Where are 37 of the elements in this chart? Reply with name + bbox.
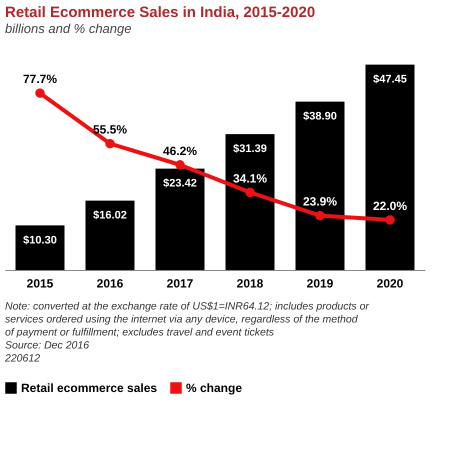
x-tick-label: 2020: [376, 276, 404, 290]
point: [35, 88, 45, 98]
data-label: $16.02: [93, 210, 127, 222]
bar: [86, 200, 134, 270]
legend-label: Retail ecommerce sales: [21, 381, 158, 395]
bar: [16, 225, 64, 270]
data-label: $10.30: [23, 234, 57, 246]
x-tick-label: 2017: [166, 276, 194, 290]
point: [315, 210, 325, 220]
text: Note: converted at the exchange rate of US$1=INR64.12; includes products or services ordered using the internet via any device, regardless of the method of payment or fulfillment; excludes travel and event tickets: [5, 300, 370, 338]
data-label: 55.5%: [92, 122, 128, 137]
data-label: $47.45: [373, 74, 407, 86]
x-tick-label: 2016: [96, 276, 124, 290]
point: [175, 160, 185, 170]
x-tick-label: 2018: [236, 276, 264, 290]
data-label: $31.39: [233, 143, 267, 156]
point: [105, 138, 115, 148]
bar: [226, 134, 274, 270]
data-label: $23.42: [163, 178, 197, 190]
x-tick-label: 2015: [26, 276, 54, 290]
point: [385, 215, 395, 225]
bar: [296, 102, 344, 270]
x-tick-label: 2019: [306, 276, 334, 290]
chart-subtitle: billions and % change: [5, 21, 132, 36]
bar: [366, 64, 414, 270]
data-label: 22.0%: [372, 198, 408, 213]
data-label: 46.2%: [162, 144, 198, 158]
data-label: $38.90: [303, 110, 337, 123]
legend-label: % change: [186, 381, 242, 395]
source-note: Source: Dec 2016: [5, 340, 90, 352]
chart-title: Retail Ecommerce Sales in India, 2015-2020: [5, 4, 316, 21]
data-label: 23.9%: [302, 194, 338, 209]
data-label: 34.1%: [232, 171, 268, 186]
point: [245, 188, 255, 198]
bar: [156, 168, 204, 270]
data-label: 77.7%: [22, 72, 58, 86]
text: 220612: [4, 352, 40, 364]
